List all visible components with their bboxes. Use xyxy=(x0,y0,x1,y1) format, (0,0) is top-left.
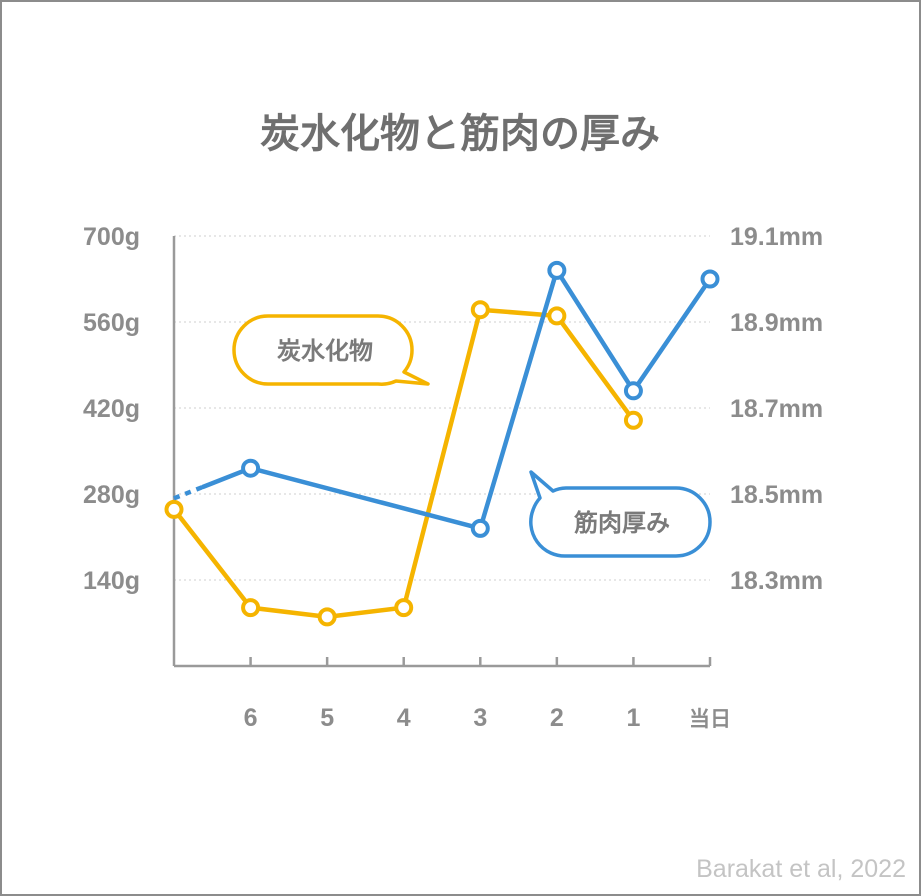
data-point xyxy=(547,306,567,326)
series-segment xyxy=(248,605,330,620)
y-left-tick-label: 280g xyxy=(83,481,140,509)
y-right-tick-label: 19.1mm xyxy=(730,223,823,251)
x-tick-label: 4 xyxy=(397,704,411,732)
data-point xyxy=(241,458,261,478)
y-right-tick-label: 18.3mm xyxy=(730,567,823,595)
axes xyxy=(172,236,712,668)
series-segment xyxy=(171,507,253,610)
x-tick-label: 3 xyxy=(473,704,487,732)
x-tick-label: 6 xyxy=(244,704,258,732)
x-tick-label: 5 xyxy=(320,704,334,732)
muscle-label-bubble: 筋肉厚み xyxy=(529,470,712,558)
y-right-tick-label: 18.5mm xyxy=(730,481,823,509)
x-tick-label: 1 xyxy=(626,704,640,732)
data-point xyxy=(470,518,490,538)
series-muscle xyxy=(173,260,720,538)
y-left-tick-label: 420g xyxy=(83,395,140,423)
y-axis-left-labels: 700g 560g 420g 280g 140g xyxy=(83,223,140,595)
data-point xyxy=(623,381,643,401)
y-left-tick-label: 560g xyxy=(83,309,140,337)
carbs-bubble-label: 炭水化物 xyxy=(277,337,373,365)
series-segment xyxy=(631,276,713,394)
series-segment xyxy=(324,605,406,620)
series-segment xyxy=(248,465,483,531)
carbs-bubble-shape xyxy=(232,314,430,386)
muscle-bubble-label: 筋肉厚み xyxy=(573,509,670,537)
x-tick-label: 2 xyxy=(550,704,564,732)
series-segment xyxy=(478,268,560,531)
data-point xyxy=(394,598,414,618)
carbs-label-bubble: 炭水化物 xyxy=(232,314,430,386)
x-axis-labels: 6 5 4 3 2 1 当日 xyxy=(244,704,731,732)
series-segment xyxy=(401,307,483,610)
series-carbs xyxy=(164,300,643,627)
y-left-tick-label: 700g xyxy=(83,223,140,251)
data-point xyxy=(164,499,184,519)
data-point xyxy=(241,598,261,618)
y-axis-right-labels: 19.1mm 18.9mm 18.7mm 18.5mm 18.3mm xyxy=(730,223,823,595)
data-point xyxy=(623,410,643,430)
series-segment xyxy=(554,268,636,394)
data-point xyxy=(547,260,567,280)
x-tick-label: 当日 xyxy=(689,707,731,731)
series-segment xyxy=(173,484,204,501)
series-lines xyxy=(164,260,720,627)
y-right-tick-label: 18.9mm xyxy=(730,309,823,337)
series-segment xyxy=(554,313,636,423)
data-point xyxy=(700,269,720,289)
y-right-tick-label: 18.7mm xyxy=(730,395,823,423)
chart-title: 炭水化物と筋肉の厚み xyxy=(260,111,660,157)
data-point xyxy=(470,300,490,320)
data-point xyxy=(317,607,337,627)
y-left-tick-label: 140g xyxy=(83,567,140,595)
credit-text: Barakat et al, 2022 xyxy=(696,855,906,883)
muscle-bubble-shape xyxy=(529,470,712,558)
